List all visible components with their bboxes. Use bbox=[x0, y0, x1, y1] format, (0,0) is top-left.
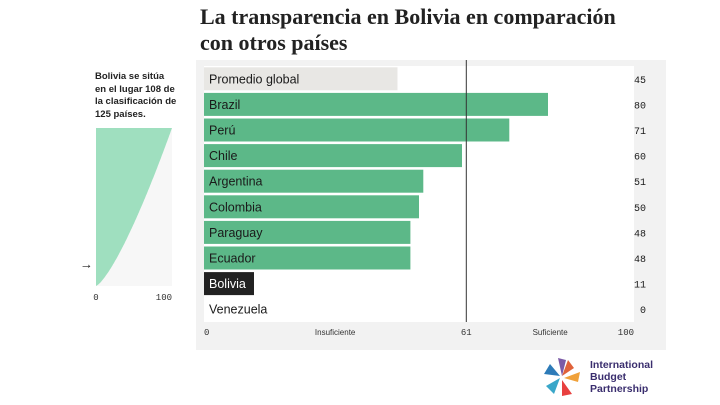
mini-x-tick-1: 100 bbox=[156, 293, 172, 303]
ranking-distribution-chart: → 0 100 bbox=[80, 128, 172, 303]
side-note-line-2: en el lugar 108 de bbox=[95, 83, 175, 95]
x-tick-label-1: Insuficiente bbox=[315, 328, 356, 337]
logo-line-2: Budget bbox=[590, 371, 627, 383]
side-note: Bolivia se sitúa en el lugar 108 de la c… bbox=[95, 71, 185, 121]
bar-argentina bbox=[204, 169, 424, 193]
ibp-logo: International Budget Partnership bbox=[538, 354, 713, 400]
logo-line-3: Partnership bbox=[590, 383, 649, 395]
country-bar-chart: Promedio global 45 Brazil 80 Perú 71 Chile 60 Ar… bbox=[196, 60, 666, 350]
bar-peru bbox=[204, 118, 510, 142]
bar-label-paraguay: Paraguay bbox=[209, 226, 263, 240]
value-label-colombia: 50 bbox=[634, 204, 646, 215]
bar-label-venezuela: Venezuela bbox=[209, 303, 267, 317]
value-label-brazil: 80 bbox=[634, 101, 646, 112]
bar-bolivia bbox=[204, 272, 254, 296]
side-note-line-1: Bolivia se sitúa bbox=[95, 71, 165, 82]
chart-title-line-2: con otros países bbox=[200, 30, 348, 55]
value-label-paraguay: 48 bbox=[634, 229, 646, 240]
bar-label-brazil: Brazil bbox=[209, 98, 240, 112]
bar-promedio-global bbox=[204, 67, 398, 91]
bar-colombia bbox=[204, 195, 419, 219]
value-label-promedio-global: 45 bbox=[634, 76, 646, 87]
value-label-peru: 71 bbox=[634, 127, 646, 138]
value-label-venezuela: 0 bbox=[640, 306, 646, 317]
bar-chile bbox=[204, 144, 462, 168]
chart-title: La transparencia en Bolivia en comparaci… bbox=[200, 4, 700, 56]
ranking-marker-arrow: → bbox=[80, 256, 93, 271]
bar-ecuador bbox=[204, 246, 411, 270]
x-tick-label-4: 100 bbox=[618, 328, 634, 338]
side-note-line-4: 125 países. bbox=[95, 108, 146, 120]
bar-label-bolivia: Bolivia bbox=[209, 277, 246, 291]
bar-label-ecuador: Ecuador bbox=[209, 252, 256, 266]
x-tick-label-2: 61 bbox=[461, 328, 472, 338]
mini-area bbox=[96, 128, 172, 286]
bar-label-argentina: Argentina bbox=[209, 175, 263, 189]
x-tick-label-0: 0 bbox=[204, 328, 209, 338]
value-label-ecuador: 48 bbox=[634, 255, 646, 266]
ibp-logo-text: International Budget Partnership bbox=[590, 359, 653, 395]
bar-brazil bbox=[204, 92, 548, 116]
value-label-argentina: 51 bbox=[634, 178, 646, 189]
ibp-flower-icon bbox=[544, 358, 580, 396]
logo-line-1: International bbox=[590, 359, 654, 371]
bar-label-colombia: Colombia bbox=[209, 200, 262, 214]
side-note-line-3: la clasificación de bbox=[95, 96, 177, 107]
bar-label-chile: Chile bbox=[209, 149, 238, 163]
x-tick-label-3: Suficiente bbox=[533, 328, 569, 337]
bar-paraguay bbox=[204, 220, 411, 244]
chart-title-line-1: La transparencia en Bolivia en comparaci… bbox=[200, 4, 616, 29]
value-label-bolivia: 11 bbox=[634, 281, 646, 292]
bar-label-peru: Perú bbox=[209, 124, 235, 138]
bar-label-promedio-global: Promedio global bbox=[209, 72, 299, 86]
mini-x-tick-0: 0 bbox=[93, 293, 98, 303]
value-label-chile: 60 bbox=[634, 153, 646, 164]
